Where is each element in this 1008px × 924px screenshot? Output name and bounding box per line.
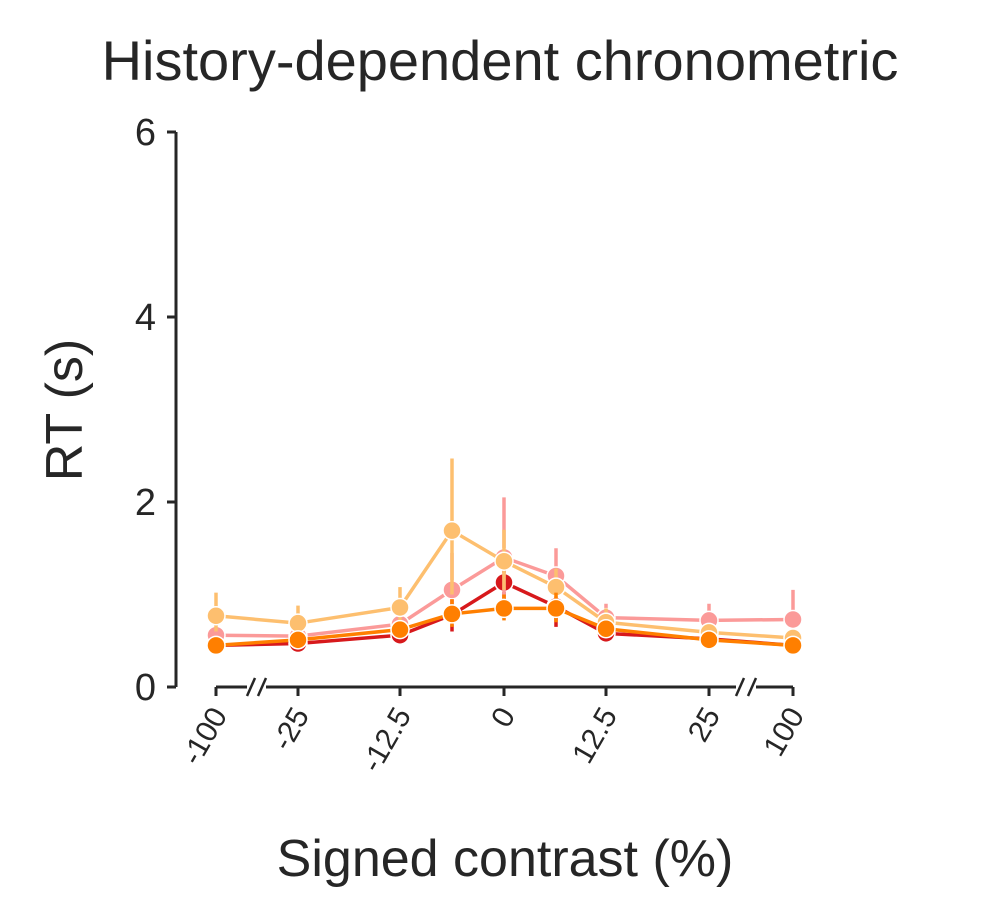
data-point: [546, 598, 566, 619]
axis-break-mark: [734, 677, 746, 697]
x-tick-label: 25: [682, 702, 727, 747]
data-point: [442, 520, 462, 541]
data-point: [206, 635, 226, 656]
y-axis-label: RT (s): [36, 339, 94, 482]
x-axis: -100 -25 -12.5 0 12.5 25 100: [175, 677, 811, 778]
plot-area: [206, 458, 803, 656]
data-point: [699, 630, 719, 650]
data-point: [596, 618, 616, 639]
series-group: [206, 592, 803, 656]
y-tick-label: 2: [135, 482, 156, 524]
y-axis: 0 2 4 6: [135, 112, 178, 709]
data-point: [288, 630, 308, 650]
axis-break-mark: [746, 677, 758, 697]
x-axis-label: Signed contrast (%): [277, 830, 734, 888]
x-tick-label: 100: [757, 702, 811, 762]
data-point: [390, 597, 410, 618]
data-point: [494, 598, 514, 619]
x-tick-label: 12.5: [566, 702, 624, 769]
x-tick-label: -12.5: [355, 702, 418, 778]
chart-title: History-dependent chronometric: [102, 29, 899, 92]
x-tick-label: -100: [175, 702, 234, 771]
data-point: [783, 609, 803, 630]
data-point: [288, 613, 308, 633]
data-point: [390, 619, 410, 640]
data-point: [442, 604, 462, 624]
y-tick-label: 6: [135, 112, 156, 154]
x-tick-label: 0: [485, 702, 522, 733]
data-point: [783, 635, 803, 656]
y-tick-label: 0: [135, 667, 156, 709]
data-point: [206, 606, 226, 626]
x-tick-label: -25: [266, 702, 316, 756]
data-point: [494, 551, 514, 571]
y-tick-label: 4: [135, 297, 156, 339]
axis-break-mark: [245, 677, 257, 697]
axis-break-mark: [256, 677, 268, 697]
